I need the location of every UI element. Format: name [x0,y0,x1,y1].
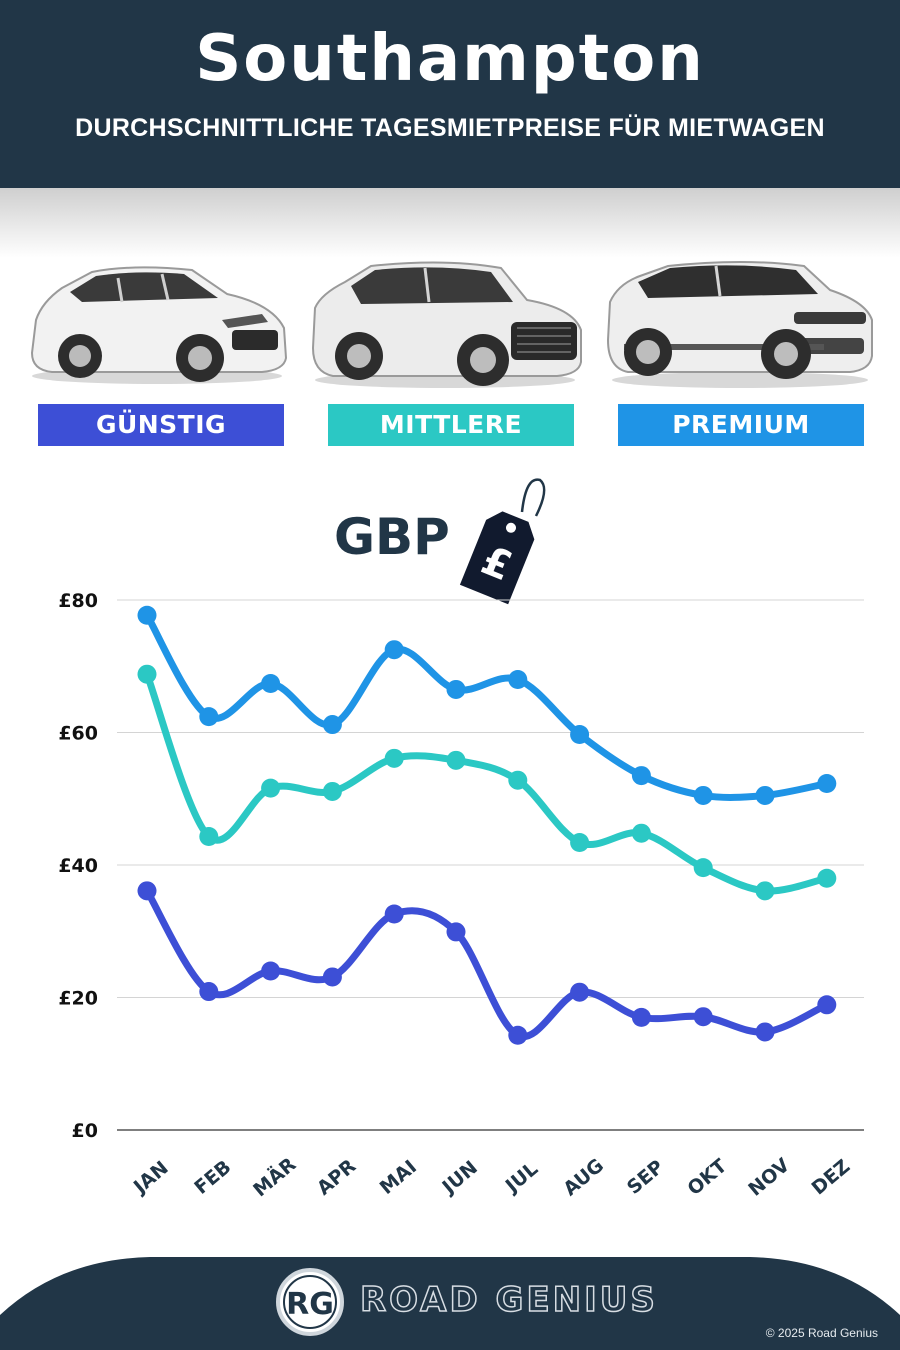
data-point-premium [693,785,713,805]
x-tick-label: JUN [437,1157,482,1200]
y-tick-label: £80 [58,590,98,612]
data-point-premium [631,766,651,786]
y-tick-label: £0 [72,1120,98,1142]
data-point-premium [508,670,528,689]
x-axis-labels: JAN FEB MÄR APR MAI JUN JUL AUG SEP OKT NOV DEZ [128,1152,854,1202]
data-point-günstig [446,922,466,942]
data-point-günstig [322,967,342,987]
header-shadow [0,188,900,258]
data-point-premium [384,640,404,660]
brand-name: ROAD GENIUS [359,1279,658,1321]
series-points [137,605,837,1045]
x-tick-label: APR [313,1155,361,1200]
data-point-günstig [261,961,281,981]
data-point-günstig [137,881,157,901]
x-tick-label: MAI [376,1156,421,1199]
data-point-mittlere [384,748,404,768]
series-line-mittlere [143,670,831,895]
data-point-günstig [508,1025,528,1045]
data-point-günstig [755,1022,775,1042]
x-tick-label: JAN [128,1157,173,1199]
data-point-mittlere [322,781,342,801]
copyright-text: © 2025 Road Genius [765,1326,878,1340]
data-point-mittlere [508,770,528,790]
data-point-premium [322,715,342,735]
data-point-mittlere [199,827,219,847]
y-axis-labels: £0 £20 £40 £60 £80 [58,590,98,1142]
data-point-mittlere [570,832,590,852]
x-tick-label: OKT [683,1155,731,1200]
currency-label: GBP [334,508,450,566]
logo-badge [276,1268,344,1336]
category-badge-premium: PREMIUM [618,404,864,446]
premium-suv-image [606,261,873,388]
data-point-premium [570,724,590,744]
data-point-mittlere [755,881,775,901]
series-lines [143,611,831,1041]
data-point-günstig [693,1007,713,1027]
y-tick-label: £60 [58,723,98,745]
x-tick-label: AUG [559,1154,608,1200]
data-point-günstig [631,1007,651,1027]
economy-car-image [30,266,288,384]
y-tick-label: £20 [58,988,98,1010]
x-tick-label: SEP [623,1156,668,1199]
page-title: Southampton [195,22,705,96]
data-point-mittlere [446,750,466,770]
data-point-premium [755,785,775,805]
x-tick-label: JUL [500,1158,542,1198]
data-point-premium [817,774,837,794]
x-tick-label: DEZ [808,1155,855,1199]
footer-banner: RG [0,1257,900,1350]
data-point-günstig [570,982,590,1002]
series-line-günstig [143,887,831,1041]
data-point-mittlere [137,664,157,684]
category-badge-mittlere: MITTLERE [328,404,574,446]
data-point-mittlere [817,868,837,888]
category-badge-guenstig: GÜNSTIG [38,404,284,446]
x-tick-label: FEB [190,1156,235,1199]
logo-text: RG [286,1287,334,1322]
header-banner: Southampton DURCHSCHNITTLICHE TAGESMIETP… [0,0,900,188]
data-point-premium [199,707,219,727]
x-tick-label: MÄR [248,1152,301,1202]
data-point-mittlere [261,778,281,798]
page-subtitle: DURCHSCHNITTLICHE TAGESMIETPREISE FÜR MI… [75,114,825,142]
data-point-mittlere [631,823,651,843]
price-tag-icon: £ [459,478,546,605]
data-point-günstig [199,982,219,1002]
midsize-suv-image [311,261,582,388]
data-point-günstig [384,904,404,924]
data-point-premium [261,673,281,693]
price-line-chart: £0 £20 £40 £60 £80 JAN FEB MÄR APR MAI JUN JUL AUG S… [58,590,864,1202]
data-point-mittlere [693,858,713,878]
data-point-premium [446,679,466,699]
data-point-günstig [817,995,837,1015]
x-tick-label: NOV [744,1154,794,1201]
data-point-premium [137,605,157,625]
y-tick-label: £40 [58,855,98,877]
